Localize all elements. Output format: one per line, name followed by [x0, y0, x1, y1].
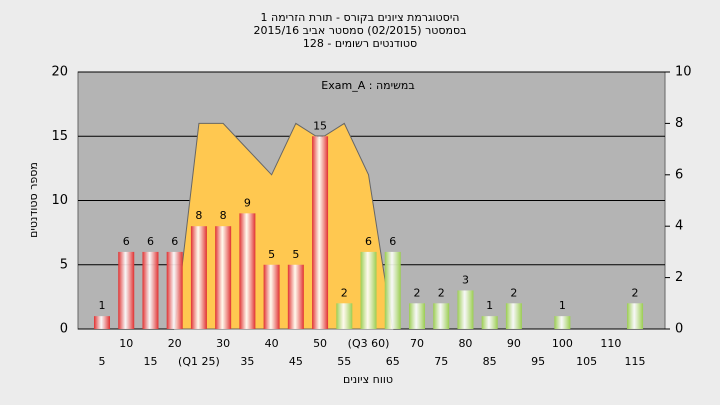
bar — [312, 136, 329, 329]
value-label: 8 — [220, 209, 227, 222]
x-tick-label: 105 — [576, 355, 597, 368]
y-tick-label: 10 — [51, 193, 68, 208]
bar — [457, 290, 474, 329]
x-tick-label: 15 — [143, 355, 157, 368]
x-tick-label: 115 — [625, 355, 646, 368]
x-tick-label: 100 — [552, 337, 573, 350]
x-tick-label: 20 — [168, 337, 182, 350]
bar — [215, 226, 232, 329]
bar — [336, 303, 353, 329]
x-tick-label: 110 — [600, 337, 621, 350]
y2-tick-label: 6 — [675, 167, 683, 182]
y2-tick-label: 2 — [675, 270, 683, 285]
x-tick-label: 65 — [386, 355, 400, 368]
y-tick-label: 5 — [60, 257, 68, 272]
value-label: 2 — [438, 286, 445, 299]
x-tick-label: 50 — [313, 337, 327, 350]
bar — [433, 303, 450, 329]
bar — [166, 251, 183, 329]
x-tick-label: 10 — [119, 337, 133, 350]
chart-title: היסטוגרמת ציונים בקורס - תורת הזרימה 1 — [261, 11, 460, 24]
x-tick-label: 70 — [410, 337, 424, 350]
value-label: 2 — [632, 286, 639, 299]
value-label: 1 — [486, 299, 493, 312]
x-tick-label: 30 — [216, 337, 230, 350]
x-tick-label: 95 — [531, 355, 545, 368]
bar — [142, 251, 159, 329]
value-label: 1 — [99, 299, 106, 312]
value-label: 1 — [559, 299, 566, 312]
value-label: 6 — [365, 235, 372, 248]
x-tick-label: 75 — [434, 355, 448, 368]
x-tick-label: 90 — [507, 337, 521, 350]
value-label: 6 — [171, 235, 178, 248]
annotation: במשימה : Exam_A — [321, 79, 414, 92]
chart-subtitle: סטודנטים רשומים - 128 — [303, 37, 417, 50]
value-label: 6 — [123, 235, 130, 248]
value-label: 8 — [195, 209, 202, 222]
y-tick-label: 20 — [51, 65, 68, 80]
x-tick-label: (Q3 60) — [348, 337, 390, 350]
x-tick-label: 5 — [99, 355, 106, 368]
x-tick-label: 80 — [458, 337, 472, 350]
bar — [360, 251, 377, 329]
x-tick-label: 45 — [289, 355, 303, 368]
bar — [627, 303, 644, 329]
bar — [118, 251, 135, 329]
y-tick-label: 0 — [60, 322, 68, 337]
y2-tick-label: 10 — [675, 65, 692, 80]
y2-tick-label: 4 — [675, 219, 683, 234]
y-tick-label: 15 — [51, 129, 68, 144]
bar — [408, 303, 425, 329]
value-label: 2 — [510, 286, 517, 299]
x-tick-label: 35 — [240, 355, 254, 368]
bar — [263, 264, 280, 329]
value-label: 3 — [462, 273, 469, 286]
bar — [94, 316, 110, 329]
bar — [239, 213, 256, 329]
chart-subtitle: בסמסטר (02/2015) סמסטר אביב 2015/16 — [253, 24, 466, 37]
value-label: 2 — [413, 286, 420, 299]
x-tick-label: 40 — [265, 337, 279, 350]
value-label: 15 — [313, 119, 327, 132]
value-label: 9 — [244, 196, 251, 209]
value-label: 2 — [341, 286, 348, 299]
bar — [384, 251, 401, 329]
value-label: 6 — [389, 235, 396, 248]
bar — [287, 264, 304, 329]
x-tick-label: 55 — [337, 355, 351, 368]
value-label: 5 — [292, 248, 299, 261]
bar — [505, 303, 522, 329]
x-axis-label: טווח ציונים — [343, 373, 393, 386]
value-label: 6 — [147, 235, 154, 248]
bar — [190, 226, 207, 329]
value-label: 5 — [268, 248, 275, 261]
x-tick-label: (Q1 25) — [178, 355, 220, 368]
y-axis-label: מספר סטודנטים — [27, 162, 40, 238]
bar — [554, 316, 571, 329]
y2-tick-label: 8 — [675, 116, 683, 131]
bar — [481, 316, 498, 329]
x-tick-label: 85 — [483, 355, 497, 368]
y2-tick-label: 0 — [675, 322, 683, 337]
